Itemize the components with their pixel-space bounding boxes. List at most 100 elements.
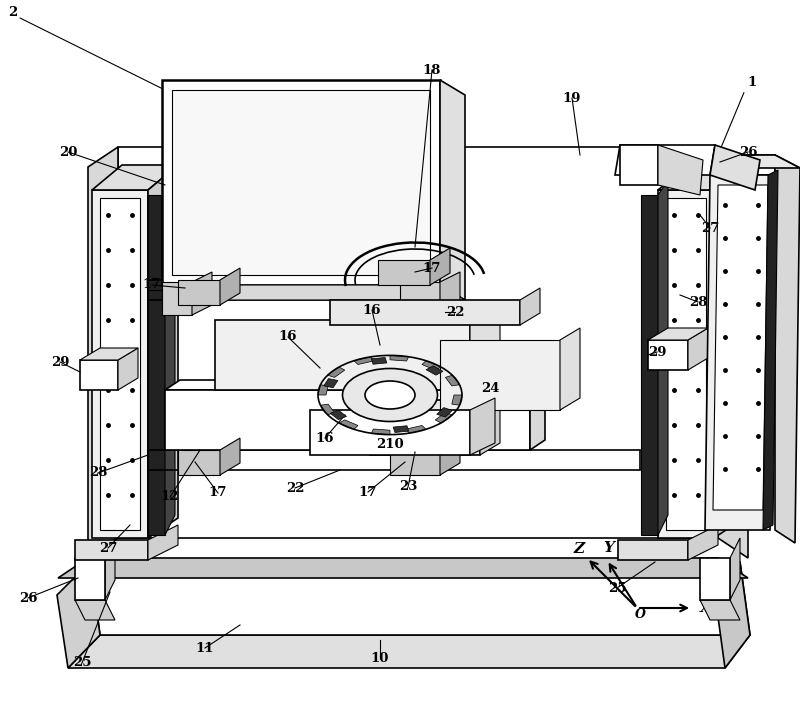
Polygon shape — [172, 90, 430, 275]
Polygon shape — [648, 340, 688, 370]
Polygon shape — [615, 145, 715, 175]
Polygon shape — [470, 305, 500, 390]
Polygon shape — [90, 562, 750, 635]
Text: 29: 29 — [50, 355, 70, 369]
Polygon shape — [105, 538, 115, 600]
Polygon shape — [220, 438, 240, 475]
Text: 20: 20 — [59, 145, 77, 159]
Polygon shape — [618, 540, 688, 560]
Text: 27: 27 — [701, 221, 719, 235]
Polygon shape — [560, 328, 580, 410]
Text: 22: 22 — [286, 482, 304, 494]
Text: 210: 210 — [376, 439, 404, 451]
Polygon shape — [378, 260, 430, 285]
Polygon shape — [437, 407, 452, 417]
Polygon shape — [118, 147, 718, 538]
Polygon shape — [688, 328, 708, 370]
Text: 1: 1 — [747, 77, 757, 90]
Polygon shape — [57, 562, 100, 668]
Polygon shape — [371, 357, 387, 364]
Polygon shape — [718, 147, 748, 558]
Polygon shape — [435, 412, 452, 423]
Polygon shape — [400, 282, 440, 315]
Polygon shape — [446, 375, 459, 386]
Polygon shape — [324, 379, 338, 388]
Polygon shape — [440, 80, 465, 300]
Text: 28: 28 — [689, 295, 707, 309]
Text: 10: 10 — [371, 651, 389, 665]
Polygon shape — [713, 185, 768, 510]
Text: 22: 22 — [446, 305, 464, 319]
Polygon shape — [666, 198, 706, 530]
Text: Y: Y — [603, 541, 614, 555]
Polygon shape — [440, 340, 560, 410]
Text: O: O — [634, 608, 646, 621]
Polygon shape — [658, 145, 703, 195]
Text: 19: 19 — [562, 92, 582, 104]
Polygon shape — [530, 380, 545, 450]
Polygon shape — [763, 170, 778, 530]
Polygon shape — [422, 361, 441, 370]
Polygon shape — [354, 357, 374, 364]
Text: 23: 23 — [399, 481, 417, 494]
Polygon shape — [92, 190, 148, 538]
Text: X: X — [700, 601, 712, 615]
Text: 28: 28 — [89, 467, 107, 479]
Text: 18: 18 — [423, 63, 441, 77]
Polygon shape — [371, 429, 390, 434]
Polygon shape — [705, 175, 775, 530]
Polygon shape — [520, 288, 540, 325]
Polygon shape — [710, 155, 775, 175]
Polygon shape — [88, 147, 118, 558]
Polygon shape — [80, 360, 118, 390]
Polygon shape — [118, 348, 138, 390]
Polygon shape — [700, 558, 730, 600]
Polygon shape — [330, 410, 346, 419]
Polygon shape — [310, 410, 470, 455]
Polygon shape — [328, 367, 345, 377]
Text: 2: 2 — [8, 6, 18, 20]
Polygon shape — [390, 355, 409, 361]
Polygon shape — [148, 525, 178, 560]
Text: 11: 11 — [196, 642, 214, 654]
Text: 24: 24 — [481, 381, 499, 395]
Text: 16: 16 — [316, 431, 334, 444]
Polygon shape — [100, 198, 140, 530]
Text: 16: 16 — [362, 303, 382, 317]
Polygon shape — [440, 272, 460, 315]
Polygon shape — [658, 190, 714, 538]
Polygon shape — [700, 600, 740, 620]
Polygon shape — [393, 426, 409, 432]
Polygon shape — [162, 282, 192, 315]
Text: 12: 12 — [161, 491, 179, 503]
Text: 27: 27 — [99, 541, 117, 555]
Polygon shape — [75, 558, 105, 600]
Polygon shape — [730, 538, 740, 600]
Polygon shape — [165, 390, 530, 450]
Text: Z: Z — [574, 542, 585, 556]
Text: 26: 26 — [738, 145, 758, 159]
Polygon shape — [178, 280, 220, 305]
Polygon shape — [330, 300, 520, 325]
Polygon shape — [658, 165, 744, 190]
Text: 26: 26 — [18, 591, 38, 604]
Polygon shape — [658, 180, 668, 535]
Polygon shape — [75, 540, 148, 560]
Polygon shape — [215, 320, 470, 390]
Polygon shape — [92, 165, 178, 190]
Polygon shape — [715, 562, 750, 668]
Ellipse shape — [342, 369, 438, 422]
Polygon shape — [162, 285, 465, 300]
Text: 25: 25 — [73, 656, 91, 670]
Text: 21: 21 — [381, 386, 399, 400]
Polygon shape — [452, 395, 462, 405]
Polygon shape — [220, 268, 240, 305]
Polygon shape — [688, 525, 718, 560]
Polygon shape — [178, 450, 220, 475]
Polygon shape — [339, 420, 358, 429]
Text: 16: 16 — [278, 331, 298, 343]
Text: 17: 17 — [209, 486, 227, 500]
Polygon shape — [710, 155, 800, 168]
Polygon shape — [192, 272, 212, 315]
Polygon shape — [321, 404, 334, 415]
